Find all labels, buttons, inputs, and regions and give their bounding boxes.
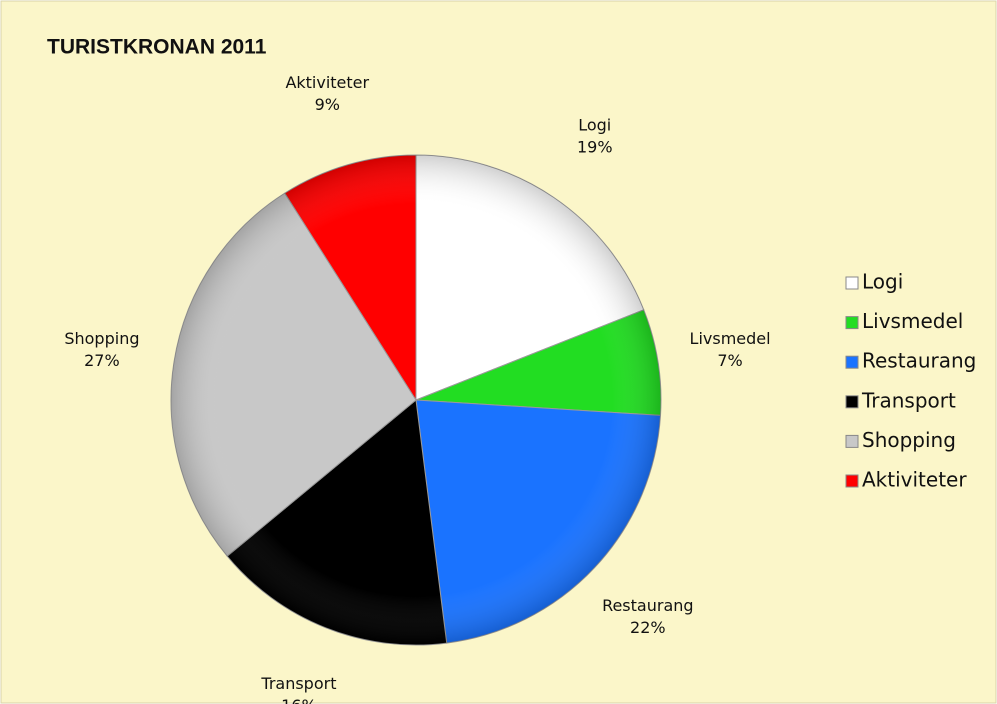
legend-label: Logi (862, 270, 903, 294)
slice-label-value: 9% (315, 95, 340, 114)
legend-swatch (845, 395, 859, 409)
slice-label-name: Restaurang (602, 596, 693, 615)
slice-label-value: 22% (630, 618, 666, 637)
legend-swatch (845, 276, 859, 290)
legend-swatch (845, 316, 859, 330)
slice-label-name: Logi (578, 115, 611, 134)
legend-label: Transport (861, 388, 956, 412)
legend-label: Aktiviteter (862, 468, 967, 492)
slice-label-value: 7% (717, 351, 742, 370)
slice-label-value: 19% (577, 137, 613, 156)
legend-label: Livsmedel (862, 309, 963, 333)
legend-label: Shopping (862, 428, 956, 452)
legend-label: Restaurang (862, 349, 976, 373)
slice-label-name: Shopping (64, 329, 139, 348)
legend-swatch (845, 474, 859, 488)
slice-label-name: Aktiviteter (285, 73, 369, 92)
legend-swatch (845, 434, 859, 448)
legend-swatch (845, 355, 859, 369)
slice-label-value: 27% (84, 351, 120, 370)
slice-label-name: Transport (260, 674, 336, 693)
slice-label-name: Livsmedel (690, 329, 771, 348)
slice-label-value: 16% (281, 696, 317, 704)
chart-title: TURISTKRONAN 2011 (47, 36, 267, 59)
